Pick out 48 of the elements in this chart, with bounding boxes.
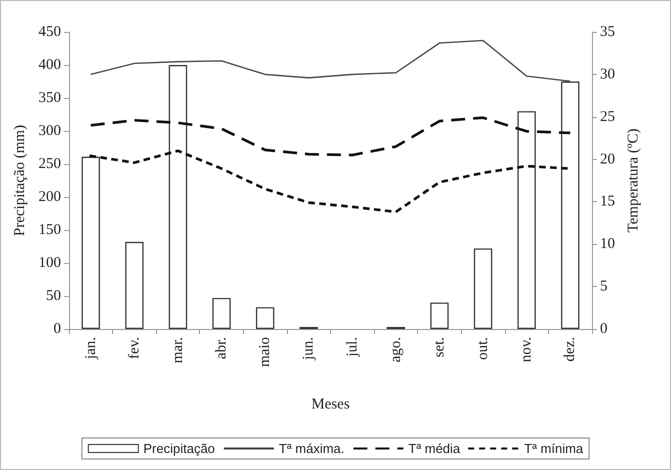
- bar: [474, 248, 492, 329]
- x-tick-label: maio: [257, 337, 274, 367]
- x-tick-label: jan.: [82, 337, 99, 360]
- bar: [256, 307, 274, 329]
- x-tick-label: out.: [475, 337, 492, 360]
- y2-tick-label: 10: [600, 236, 615, 252]
- y2-tick-label: 25: [600, 108, 615, 125]
- y2-tick-label: 0: [600, 321, 608, 337]
- x-tick-label: dez.: [562, 337, 578, 362]
- x-axis-title: Meses: [311, 396, 350, 412]
- legend-label: Tª máxima.: [278, 441, 344, 456]
- y-tick-label: 100: [38, 255, 61, 271]
- bar: [168, 65, 188, 329]
- line-series: [89, 116, 572, 156]
- x-tick-label: jul.: [344, 337, 360, 358]
- bar: [517, 111, 536, 329]
- y-tick-label: 200: [38, 189, 61, 205]
- y2-tick-label: 20: [600, 151, 615, 168]
- y-tick-label: 400: [38, 57, 61, 73]
- bar: [125, 242, 144, 329]
- y-tick-label: 300: [38, 123, 61, 139]
- legend-label: Precipitação: [143, 441, 215, 456]
- y-tick-label: 150: [38, 222, 61, 238]
- x-tick-label: mar.: [170, 337, 186, 364]
- y2-axis-title: Temperatura (ºC): [625, 128, 642, 232]
- y-tick-label: 0: [54, 321, 61, 337]
- y2-tick-label: 35: [600, 24, 615, 40]
- y2-tick-label: 15: [600, 194, 615, 210]
- y2-tick-label: 5: [600, 278, 608, 295]
- y-tick-label: 450: [38, 24, 61, 40]
- x-tick-label: set.: [431, 337, 448, 358]
- x-tick-label: abr.: [214, 337, 230, 360]
- y-tick-label: 50: [46, 288, 61, 304]
- y-tick-label: 350: [38, 90, 61, 106]
- y2-tick-label: 30: [600, 66, 615, 82]
- bar: [82, 156, 100, 329]
- legend-label: Tª mínima: [524, 441, 584, 456]
- x-tick-label: jun.: [300, 337, 317, 361]
- bar: [430, 302, 449, 329]
- legend-label: Tª média: [408, 441, 461, 456]
- bar: [212, 298, 231, 329]
- y-axis-title: Precipitação (mm): [12, 124, 28, 236]
- x-tick-label: nov.: [518, 337, 535, 362]
- y-tick-label: 250: [38, 156, 61, 172]
- line-series: [90, 40, 571, 82]
- bar: [561, 82, 580, 329]
- x-tick-label: fev.: [126, 337, 142, 359]
- x-tick-label: ago.: [388, 337, 404, 362]
